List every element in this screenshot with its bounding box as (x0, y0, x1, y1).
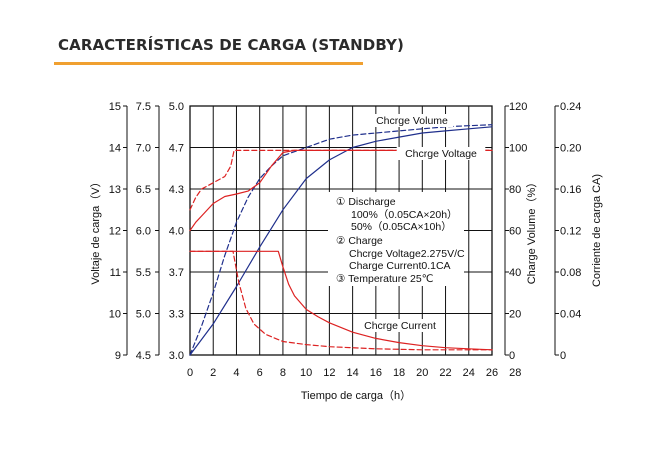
annotation-line: 100%（0.05CA×20h） (351, 209, 458, 221)
x-tick-label: 24 (463, 367, 475, 379)
left-tick-label: 10 (109, 309, 121, 321)
right-tick-label: 0.08 (560, 267, 581, 279)
series (189, 124, 493, 356)
x-axis-label: Tiempo de carga（h） (301, 389, 411, 402)
left-tick-label: 5.0 (136, 309, 151, 321)
left-tick-label: 4.5 (136, 350, 151, 362)
annotation-line: ③ Temperature 25℃ (336, 273, 433, 285)
x-tick-label: 18 (393, 367, 405, 379)
page-title: CARACTERÍSTICAS DE CARGA (STANDBY) (58, 36, 404, 54)
right-tick-label: 0.20 (560, 143, 581, 155)
charge-voltage-line (189, 149, 493, 232)
x-tick-label: 4 (233, 367, 239, 379)
left-tick-label: 11 (110, 267, 121, 279)
left-tick-label: 15 (109, 101, 121, 113)
left-tick-label: 12 (109, 226, 121, 238)
curve-label: Chcrge Volume (376, 115, 448, 127)
right-tick-label: 0.16 (560, 184, 581, 196)
charge-current-line (189, 250, 493, 351)
x-tick-label: 2 (210, 367, 216, 379)
annotation-line: ① Discharge (336, 196, 396, 208)
x-tick-label: 8 (280, 367, 286, 379)
right-tick-label: 0.24 (560, 101, 581, 113)
left-tick-label: 6.0 (136, 226, 151, 238)
right-tick-label: 100 (509, 143, 527, 155)
left-tick-label: 14 (109, 143, 121, 155)
axes (123, 105, 559, 356)
curve-label: Chcrge Voltage (405, 148, 477, 160)
left-tick-label: 7.5 (136, 101, 151, 113)
left-tick-label: 4.3 (169, 184, 184, 196)
annotation-line: Chcrge Voltage2.275V/C (349, 248, 465, 260)
x-tick-label: 0 (187, 367, 193, 379)
left-tick-label: 9 (115, 350, 121, 362)
charge-current-50-dashed-line (189, 250, 493, 351)
x-tick-label: 14 (346, 367, 358, 379)
left-tick-label: 5.5 (136, 267, 151, 279)
right-tick-label: 40 (509, 267, 521, 279)
charge-volume-line (189, 126, 493, 356)
x-tick-label: 12 (323, 367, 335, 379)
right-tick-label: 0.04 (560, 309, 581, 321)
x-tick-label: 28 (509, 367, 521, 379)
right-axis-label: Charge Volume（%） (525, 177, 538, 285)
left-axis-label: Voltaje de carga（V） (89, 176, 102, 284)
x-tick-label: 6 (257, 367, 263, 379)
left-tick-label: 4.0 (169, 226, 184, 238)
left-tick-label: 4.7 (169, 143, 184, 155)
left-tick-label: 3.0 (169, 350, 184, 362)
curve-label-bg (355, 319, 445, 332)
right-axis-label: Corriente de carga CA) (591, 174, 603, 287)
left-tick-label: 7.0 (136, 143, 151, 155)
charge-volume-50-dashed-line (189, 124, 493, 356)
right-tick-label: 80 (509, 184, 521, 196)
right-tick-label: 20 (509, 309, 521, 321)
annotation-line: Charge Current0.1CA (349, 260, 451, 272)
curve-label-bg (396, 147, 486, 160)
title-underline (54, 62, 363, 65)
x-tick-label: 26 (486, 367, 498, 379)
curve-label-bg (370, 114, 454, 127)
x-tick-label: 16 (370, 367, 382, 379)
x-tick-label: 22 (439, 367, 451, 379)
right-tick-label: 0 (509, 350, 515, 362)
x-tick-label: 20 (416, 367, 428, 379)
right-tick-label: 0 (560, 350, 566, 362)
left-tick-label: 13 (109, 184, 121, 196)
annotation-box: ① Discharge100%（0.05CA×20h）50%（0.05CA×10… (328, 192, 465, 286)
right-tick-label: 120 (509, 101, 527, 113)
x-tick-label: 10 (300, 367, 312, 379)
curve-label: Chcrge Current (364, 320, 436, 332)
annotation-box-bg (328, 192, 464, 286)
charge-voltage-50-dashed-line (189, 149, 493, 211)
right-tick-label: 0.12 (560, 226, 581, 238)
annotation-line: 50%（0.05CA×10h） (351, 221, 452, 233)
left-tick-label: 5.0 (169, 101, 184, 113)
left-tick-label: 6.5 (136, 184, 151, 196)
annotation-line: ② Charge (336, 235, 383, 247)
right-tick-label: 60 (509, 226, 521, 238)
left-tick-label: 3.7 (169, 267, 184, 279)
left-tick-label: 3.3 (169, 309, 184, 321)
